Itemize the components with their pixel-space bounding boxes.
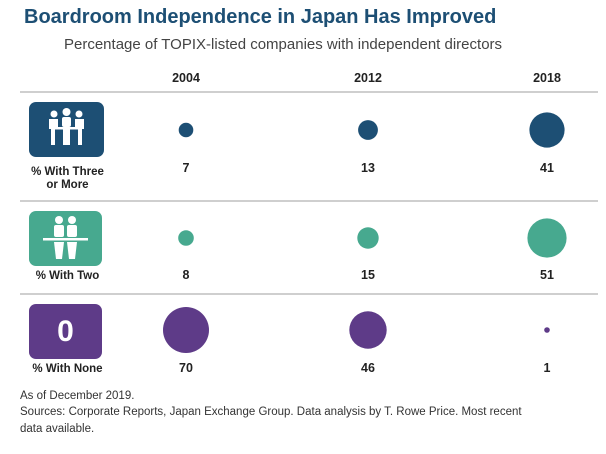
bubble-2004 — [178, 230, 194, 246]
value-label: 51 — [540, 268, 554, 282]
value-label: 7 — [182, 161, 190, 175]
value-label: 13 — [361, 161, 375, 175]
bubble-2012 — [349, 311, 387, 349]
bubble-2018 — [529, 112, 565, 148]
bubble-2018 — [527, 218, 567, 258]
value-label: 15 — [361, 268, 375, 282]
two-directors-at-table-icon — [29, 211, 102, 266]
bubble-2004 — [178, 122, 194, 138]
bubble-2004 — [163, 307, 209, 353]
row-label-none: % With None — [32, 363, 103, 375]
value-label: 70 — [179, 361, 193, 375]
bubble-2012 — [357, 227, 379, 249]
as-of-note: As of December 2019. — [20, 390, 135, 402]
value-label: 8 — [182, 268, 190, 282]
year-header-2004: 2004 — [172, 71, 200, 85]
value-label: 1 — [543, 361, 551, 375]
three-directors-at-table-icon — [29, 102, 104, 157]
row-label-two: % With Two — [35, 270, 100, 282]
chart-title: Boardroom Independence in Japan Has Impr… — [24, 6, 497, 28]
sources-note-cont: data available. — [20, 423, 95, 435]
value-label: 41 — [540, 161, 554, 175]
divider — [20, 200, 598, 202]
year-header-2012: 2012 — [354, 71, 382, 85]
bubble-2012 — [358, 120, 378, 140]
bubble-2018 — [544, 327, 550, 333]
divider — [20, 91, 598, 93]
divider — [20, 293, 598, 295]
sources-note: Sources: Corporate Reports, Japan Exchan… — [20, 406, 522, 418]
row-label-three-or-more: % With Three or More — [31, 166, 104, 191]
value-label: 46 — [361, 361, 375, 375]
zero-box-icon: 0 — [29, 304, 102, 359]
chart-subtitle: Percentage of TOPIX-listed companies wit… — [64, 36, 503, 53]
year-header-2018: 2018 — [533, 71, 561, 85]
